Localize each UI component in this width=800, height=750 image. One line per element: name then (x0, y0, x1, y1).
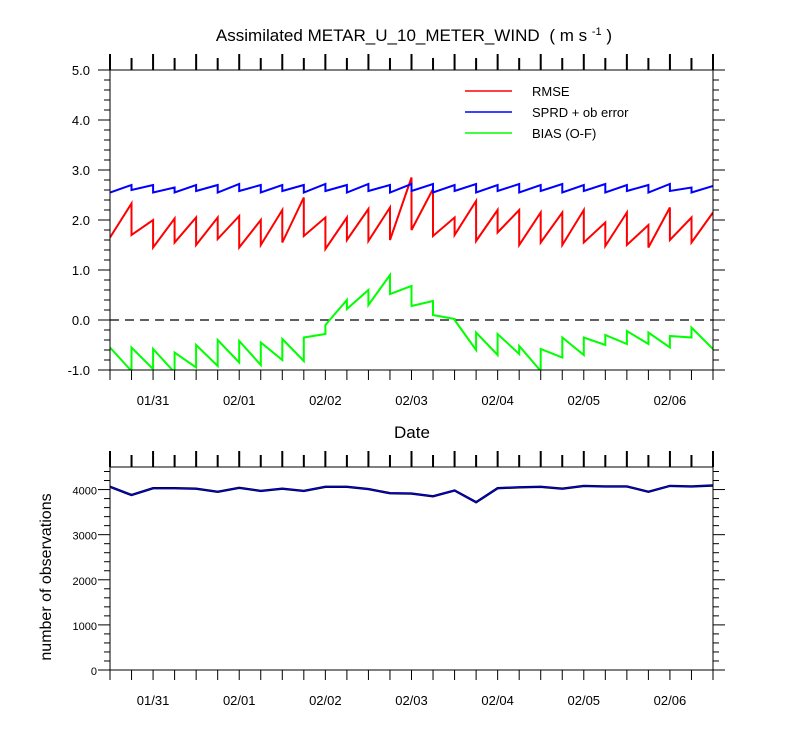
y-tick-label: 3.0 (72, 163, 90, 178)
bottom-plot-frame (109, 466, 714, 671)
x-tick-label: 02/04 (481, 693, 514, 708)
y-tick-label: 4.0 (72, 113, 90, 128)
x-tick-label: 01/31 (137, 693, 170, 708)
bottom-y-tick-labels: 0 1000 2000 3000 4000 (73, 486, 97, 678)
x-tick-label: 02/02 (309, 393, 342, 408)
chart-title: Assimilated METAR_U_10_METER_WIND ( m s … (216, 20, 612, 45)
x-tick-label: 01/31 (137, 393, 170, 408)
top-plot-frame (109, 69, 714, 371)
x-tick-label: 02/02 (309, 693, 342, 708)
bottom-x-tick-labels: 01/31 02/01 02/02 02/03 02/04 02/05 02/06 (137, 693, 686, 708)
chart-title-main: Assimilated METAR_U_10_METER_WIND (216, 26, 540, 45)
x-tick-label: 02/05 (568, 693, 601, 708)
bottom-axes-ticks (98, 451, 725, 680)
observation-count-panel: 0 1000 2000 3000 4000 01/31 02/01 02/02 02/03 02… (38, 451, 725, 708)
series-sprd-ob-error (110, 182, 713, 194)
legend-label: RMSE (532, 84, 570, 99)
x-tick-label: 02/06 (654, 393, 687, 408)
y-tick-label: -1.0 (68, 363, 90, 378)
rmse-bias-panel: Assimilated METAR_U_10_METER_WIND ( m s … (68, 20, 725, 442)
x-tick-label: 02/06 (654, 693, 687, 708)
y-tick-label: 4000 (73, 486, 97, 498)
chart-title-units-end: ) (606, 26, 612, 45)
chart-title-units-sup: -1 (592, 26, 602, 38)
x-tick-label: 02/05 (568, 393, 601, 408)
top-series-lines (110, 177, 713, 370)
y-tick-label: 3000 (73, 531, 97, 543)
top-y-tick-labels: -1.0 0.0 1.0 2.0 3.0 4.0 5.0 (68, 63, 90, 378)
x-tick-label: 02/03 (395, 393, 428, 408)
bottom-series-lines (109, 484, 714, 504)
x-tick-label: 02/01 (223, 693, 256, 708)
y-tick-label: 1000 (73, 621, 97, 633)
legend-label: SPRD + ob error (532, 105, 629, 120)
legend-label: BIAS (O-F) (532, 126, 596, 141)
top-axes-ticks (98, 54, 725, 380)
x-tick-label: 02/01 (223, 393, 256, 408)
y-tick-label: 0.0 (72, 313, 90, 328)
y-tick-label: 2.0 (72, 213, 90, 228)
y-tick-label: 0 (91, 666, 97, 678)
legend: RMSE SPRD + ob error BIAS (O-F) (465, 84, 629, 141)
series-line (110, 182, 713, 194)
series-line (110, 177, 713, 253)
y-tick-label: 1.0 (72, 263, 90, 278)
x-tick-label: 02/03 (395, 693, 428, 708)
observations-line (109, 484, 714, 503)
series-bias-o-f (110, 271, 713, 370)
y-tick-label: 2000 (73, 576, 97, 588)
chart-title-units: ( m s (549, 26, 587, 45)
series-line (110, 271, 713, 370)
series-rmse (110, 177, 713, 253)
top-x-tick-labels: 01/31 02/01 02/02 02/03 02/04 02/05 02/06 (137, 393, 686, 408)
y-axis-label-observations: number of observations (38, 493, 55, 660)
x-axis-label: Date (394, 423, 430, 442)
x-tick-label: 02/04 (481, 393, 514, 408)
y-tick-label: 5.0 (72, 63, 90, 78)
